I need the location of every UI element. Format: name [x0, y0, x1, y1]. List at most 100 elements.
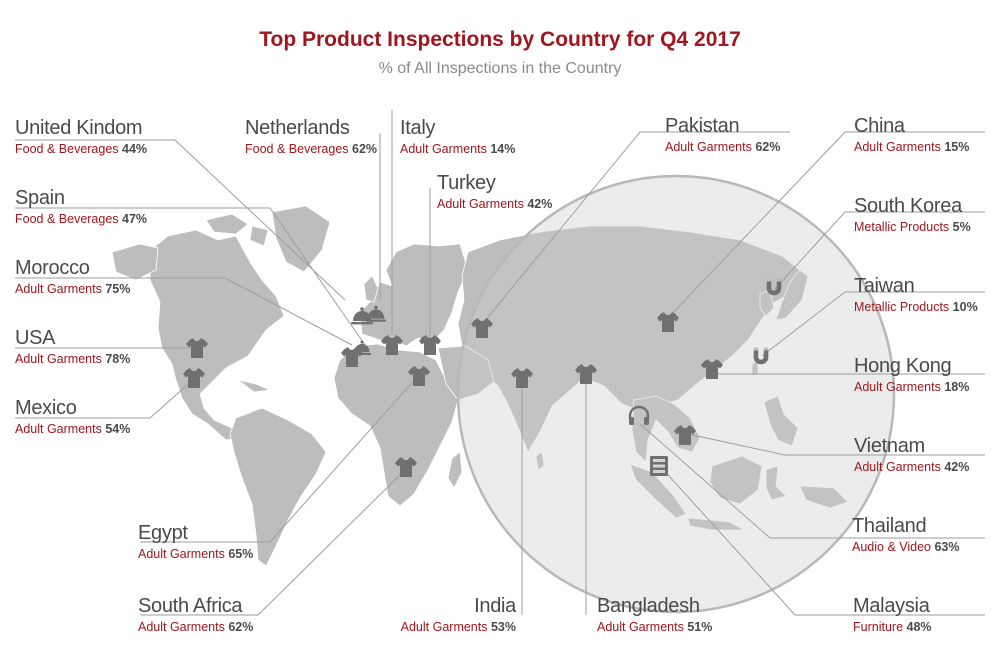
category-text: Adult Garments — [597, 620, 684, 634]
leader-line — [639, 423, 985, 539]
category-line: Food & Beverages 44% — [15, 140, 147, 158]
category-line: Metallic Products 5% — [854, 218, 971, 236]
country-name: Taiwan — [854, 275, 915, 297]
country-name: Turkey — [437, 172, 496, 194]
percent-value: 78% — [105, 352, 131, 366]
label-hong-kong: Hong Kong Adult Garments 18% — [854, 354, 969, 396]
category-line: Adult Garments 54% — [15, 420, 130, 438]
category-text: Adult Garments — [854, 140, 941, 154]
leader-line — [687, 433, 985, 456]
cabinet-icon — [650, 456, 668, 476]
category-line: Adult Garments 42% — [437, 195, 552, 213]
leader-line — [15, 139, 346, 301]
label-mexico: Mexico Adult Garments 54% — [15, 396, 130, 438]
country-name: Malaysia — [853, 595, 930, 617]
percent-value: 10% — [952, 300, 978, 314]
category-text: Adult Garments — [400, 620, 488, 634]
category-text: Food & Beverages — [15, 142, 119, 156]
category-text: Metallic Products — [854, 300, 950, 314]
country-name: Bangladesh — [597, 595, 700, 617]
category-text: Adult Garments — [854, 380, 941, 394]
page-subtitle: % of All Inspections in the Country — [378, 60, 622, 77]
percent-value: 65% — [228, 547, 254, 561]
category-text: Adult Garments — [15, 282, 102, 296]
label-thailand: Thailand Audio & Video 63% — [852, 514, 960, 556]
sulawesi-shape — [765, 465, 787, 501]
category-text: Food & Beverages — [15, 212, 119, 226]
percent-value: 62% — [352, 142, 378, 156]
category-text: Adult Garments — [15, 422, 102, 436]
label-south-africa: South Africa Adult Garments 62% — [138, 594, 253, 636]
label-egypt: Egypt Adult Garments 65% — [138, 521, 253, 563]
percent-value: 48% — [906, 620, 932, 634]
japan-shape — [775, 269, 809, 321]
label-malaysia: Malaysia Furniture 48% — [853, 594, 932, 636]
leader-line — [15, 207, 366, 346]
percent-value: 53% — [490, 620, 516, 634]
category-text: Audio & Video — [852, 540, 931, 554]
country-name: South Korea — [854, 195, 962, 217]
label-spain: Spain Food & Beverages 47% — [15, 186, 147, 228]
label-india: India Adult Garments 53% — [366, 594, 517, 636]
category-text: Adult Garments — [138, 620, 225, 634]
country-name: China — [854, 115, 905, 137]
country-name: Vietnam — [854, 435, 925, 457]
country-name: Morocco — [15, 257, 90, 279]
alaska-shape — [111, 243, 159, 281]
arabia-shape — [437, 345, 495, 401]
greenland-shape — [271, 205, 331, 273]
percent-value: 44% — [122, 142, 148, 156]
tshirt-icon — [419, 335, 441, 355]
canada-islands-shape — [205, 213, 249, 235]
category-line: Adult Garments 18% — [854, 378, 969, 396]
category-text: Adult Garments — [854, 460, 941, 474]
label-vietnam: Vietnam Adult Garments 42% — [854, 434, 969, 476]
category-text: Metallic Products — [854, 220, 950, 234]
africa-shape — [333, 343, 459, 507]
label-taiwan: Taiwan Metallic Products 10% — [854, 274, 978, 316]
north-america-shape — [149, 229, 285, 441]
category-line: Adult Garments 51% — [597, 618, 712, 636]
label-bangladesh: Bangladesh Adult Garments 51% — [597, 594, 712, 636]
leader-line — [140, 375, 419, 543]
country-name: United Kindom — [15, 117, 143, 139]
category-text: Adult Garments — [665, 140, 752, 154]
land-group — [111, 205, 849, 567]
category-text: Adult Garments — [15, 352, 102, 366]
percent-value: 54% — [105, 422, 131, 436]
percent-value: 62% — [228, 620, 254, 634]
category-line: Adult Garments 62% — [138, 618, 253, 636]
sumatra-shape — [629, 463, 687, 519]
category-text: Adult Garments — [400, 142, 487, 156]
category-text: Food & Beverages — [245, 142, 349, 156]
category-line: Food & Beverages 47% — [15, 210, 147, 228]
label-morocco: Morocco Adult Garments 75% — [15, 256, 130, 298]
category-line: Adult Garments 78% — [15, 350, 130, 368]
percent-value: 5% — [952, 220, 971, 234]
category-text: Adult Garments — [138, 547, 225, 561]
label-netherlands: Netherlands Food & Beverages 62% — [245, 116, 377, 158]
leader-line — [15, 377, 196, 419]
category-line: Food & Beverages 62% — [245, 140, 377, 158]
category-line: Adult Garments 14% — [400, 140, 515, 158]
category-text: Adult Garments — [437, 197, 524, 211]
indochina-shape — [631, 395, 701, 463]
percent-value: 18% — [944, 380, 970, 394]
percent-value: 42% — [944, 460, 970, 474]
java-shape — [687, 517, 746, 531]
country-name: Spain — [15, 187, 65, 209]
country-name: Hong Kong — [854, 355, 952, 377]
label-usa: USA Adult Garments 78% — [15, 326, 130, 368]
canada-islands-shape-2 — [249, 225, 269, 247]
category-line: Furniture 48% — [853, 618, 932, 636]
percent-value: 42% — [527, 197, 553, 211]
philippines-shape — [763, 395, 799, 447]
label-italy: Italy Adult Garments 14% — [400, 116, 515, 158]
leader-line — [140, 469, 406, 616]
leader-line — [773, 211, 985, 291]
category-line: Adult Garments 75% — [15, 280, 130, 298]
caribbean-shape — [237, 379, 272, 393]
south-america-shape — [229, 407, 327, 567]
